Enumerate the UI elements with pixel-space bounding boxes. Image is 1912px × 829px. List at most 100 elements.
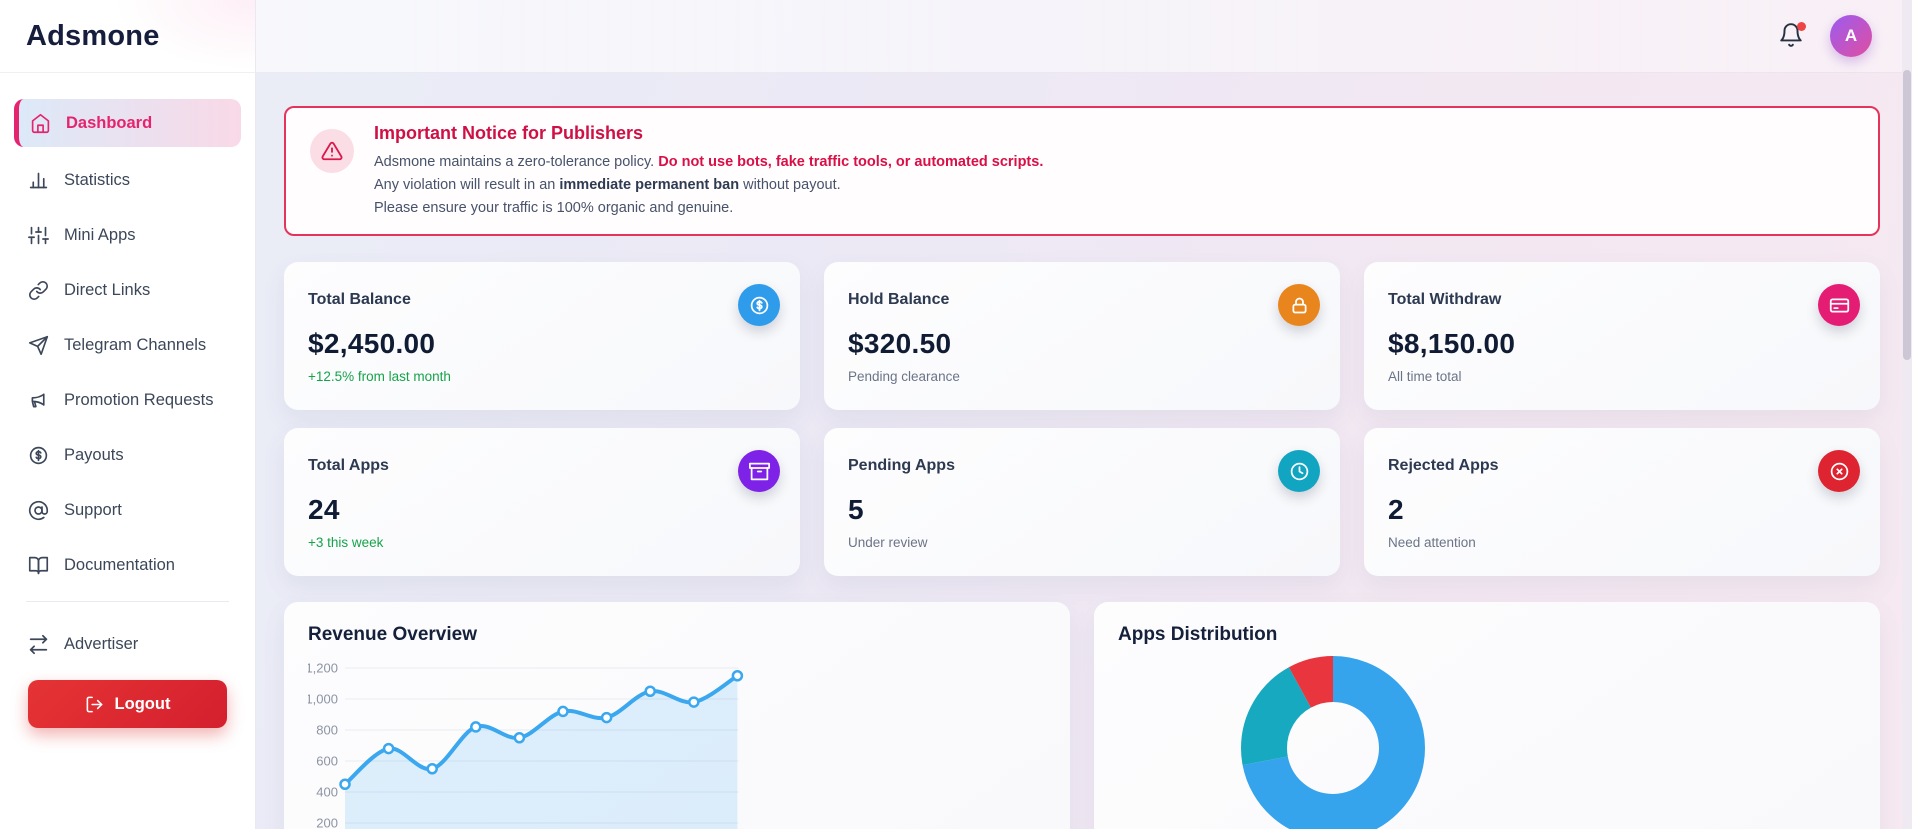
notification-badge: [1797, 22, 1806, 31]
sidebar-item-dashboard[interactable]: Dashboard: [14, 99, 241, 147]
sidebar-item-label: Support: [64, 500, 122, 519]
stat-title: Total Balance: [308, 291, 411, 308]
sidebar-divider: [26, 601, 229, 602]
notice-line-1: Adsmone maintains a zero-tolerance polic…: [374, 154, 1044, 170]
logout-button[interactable]: Logout: [28, 680, 227, 728]
sidebar-item-telegram-channels[interactable]: Telegram Channels: [14, 323, 241, 367]
bell-icon: [1780, 23, 1802, 47]
stat-title: Pending Apps: [848, 457, 955, 474]
stat-value: 2: [1388, 494, 1404, 525]
archive-box-icon: [738, 450, 780, 492]
bar-chart-icon: [29, 172, 48, 188]
apps-distribution-card: Apps Distribution: [1094, 602, 1880, 829]
megaphone-icon: [31, 393, 45, 407]
publisher-notice-banner: Important Notice for Publishers Adsmone …: [284, 106, 1880, 236]
sidebar-item-direct-links[interactable]: Direct Links: [14, 268, 241, 312]
apps-donut-chart: [1241, 656, 1425, 829]
sidebar-item-label: Documentation: [64, 555, 175, 574]
charts-grid: Revenue Overview 1,200 1,000 800 600 400 200 …: [284, 602, 1880, 829]
svg-text:400: 400: [316, 785, 338, 800]
sidebar-item-mini-apps[interactable]: Mini Apps: [14, 213, 241, 257]
stat-value: $320.50: [848, 328, 952, 359]
stat-card-total-balance: Total Balance $2,450.00 +12.5% from last…: [284, 262, 800, 410]
paper-plane-icon: [28, 335, 49, 355]
warning-triangle-icon: [310, 129, 354, 173]
stats-grid: Total Balance $2,450.00 +12.5% from last…: [284, 262, 1880, 576]
dollar-circle-icon: [738, 284, 780, 326]
sidebar-item-promotion-requests[interactable]: Promotion Requests: [14, 378, 241, 422]
sidebar-item-documentation[interactable]: Documentation: [14, 543, 241, 587]
stat-value: $8,150.00: [1388, 328, 1516, 359]
apps-chart-title: Apps Distribution: [1118, 624, 1278, 645]
notice-line-2: Any violation will result in an immediat…: [374, 177, 841, 193]
sidebar-item-label: Direct Links: [64, 280, 151, 299]
stat-title: Total Apps: [308, 457, 389, 474]
stat-subtext: +12.5% from last month: [308, 369, 451, 384]
sidebar: Adsmone Dashboard Statistics Mini Apps D…: [0, 0, 256, 829]
stat-card-rejected-apps: Rejected Apps 2 Need attention: [1364, 428, 1880, 576]
notice-title: Important Notice for Publishers: [374, 123, 644, 143]
sidebar-item-advertiser[interactable]: Advertiser: [14, 622, 241, 666]
svg-text:1,000: 1,000: [308, 692, 338, 707]
content: Important Notice for Publishers Adsmone …: [256, 73, 1912, 829]
revenue-line-chart: 1,200 1,000 800 600 400 200: [308, 661, 744, 829]
sidebar-item-label: Promotion Requests: [64, 390, 214, 409]
svg-text:1,200: 1,200: [308, 661, 338, 676]
sidebar-item-support[interactable]: Support: [14, 488, 241, 532]
logout-label: Logout: [114, 694, 171, 713]
stat-title: Total Withdraw: [1388, 291, 1502, 308]
stat-card-hold-balance: Hold Balance $320.50 Pending clearance: [824, 262, 1340, 410]
svg-text:800: 800: [316, 723, 338, 738]
sidebar-item-label: Statistics: [64, 170, 131, 189]
swap-arrows-icon: [29, 634, 48, 654]
logout-icon: [86, 696, 102, 712]
stat-subtext: Pending clearance: [848, 369, 960, 384]
clock-icon: [1278, 450, 1320, 492]
stat-card-total-apps: Total Apps 24 +3 this week: [284, 428, 800, 576]
book-icon: [28, 556, 49, 574]
brand-logo: Adsmone: [26, 19, 160, 52]
stat-value: $2,450.00: [308, 328, 436, 359]
stat-subtext: All time total: [1388, 369, 1462, 384]
svg-text:200: 200: [316, 816, 338, 829]
lock-icon: [1278, 284, 1320, 326]
sidebar-item-label: Dashboard: [66, 113, 153, 132]
page-scrollbar-track: [1902, 0, 1912, 829]
svg-text:600: 600: [316, 754, 338, 769]
avatar-letter: A: [1844, 26, 1858, 45]
stat-title: Hold Balance: [848, 291, 950, 308]
page-scrollbar-thumb[interactable]: [1903, 70, 1911, 360]
link-icon: [28, 280, 49, 300]
dollar-circle-icon: [29, 446, 48, 464]
sidebar-nav: Dashboard Statistics Mini Apps Direct Li…: [0, 73, 255, 728]
sidebar-item-label: Payouts: [64, 445, 124, 464]
revenue-overview-card: Revenue Overview 1,200 1,000 800 600 400 200: [284, 602, 1070, 829]
sidebar-item-label: Advertiser: [64, 634, 139, 653]
stat-subtext: Need attention: [1388, 535, 1476, 550]
home-icon: [31, 113, 50, 133]
credit-card-icon: [1818, 284, 1860, 326]
logo-area: Adsmone: [0, 0, 255, 73]
sidebar-item-label: Mini Apps: [64, 225, 136, 244]
notifications-button[interactable]: [1778, 22, 1806, 50]
x-circle-icon: [1818, 450, 1860, 492]
stat-card-pending-apps: Pending Apps 5 Under review: [824, 428, 1340, 576]
sidebar-item-label: Telegram Channels: [64, 335, 207, 354]
avatar[interactable]: A: [1830, 15, 1872, 57]
stat-subtext: +3 this week: [308, 535, 384, 550]
stat-title: Rejected Apps: [1388, 457, 1499, 474]
notice-line-3: Please ensure your traffic is 100% organ…: [374, 200, 734, 216]
at-sign-icon: [28, 500, 49, 520]
sliders-icon: [28, 226, 49, 244]
stat-value: 24: [308, 494, 340, 525]
stat-subtext: Under review: [848, 535, 928, 550]
stat-value: 5: [848, 494, 864, 525]
stat-card-total-withdraw: Total Withdraw $8,150.00 All time total: [1364, 262, 1880, 410]
sidebar-item-payouts[interactable]: Payouts: [14, 433, 241, 477]
sidebar-item-statistics[interactable]: Statistics: [14, 158, 241, 202]
revenue-chart-title: Revenue Overview: [308, 624, 477, 645]
topbar: A: [256, 0, 1912, 73]
notice-body: Important Notice for Publishers Adsmone …: [374, 123, 1043, 220]
main-area: A Important Notice for Publishers Adsmon…: [256, 0, 1912, 829]
